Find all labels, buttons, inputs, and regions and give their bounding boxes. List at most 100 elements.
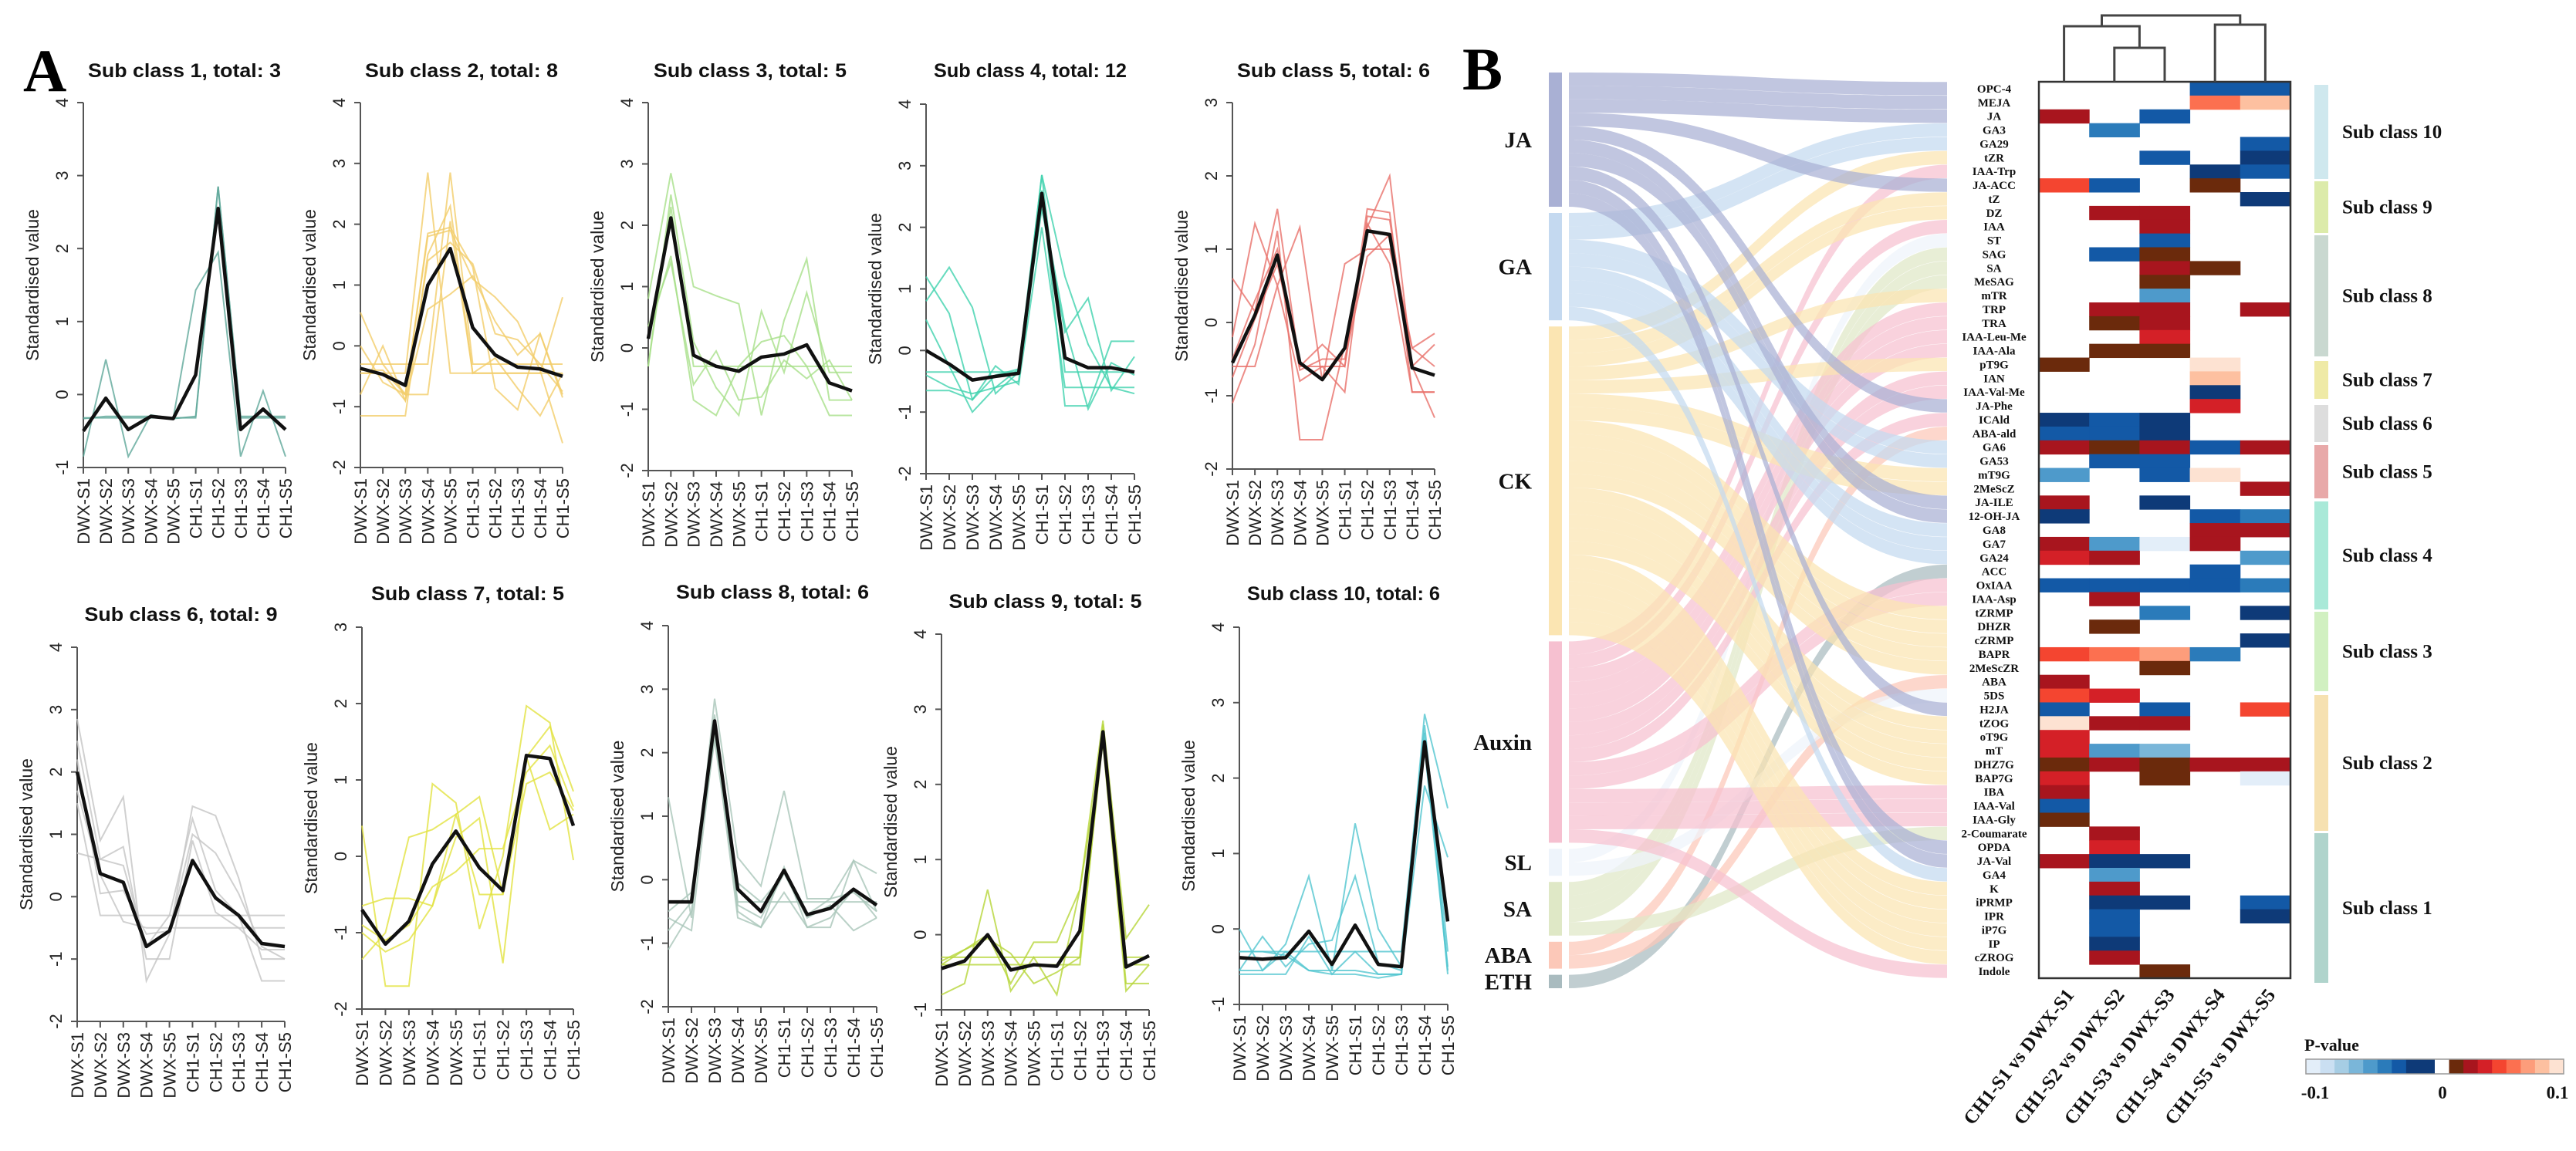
- metabolite-label: tZ: [1989, 194, 2000, 206]
- sankey-flow: [1569, 306, 1947, 882]
- y-tick-label: 0: [895, 346, 914, 355]
- y-tick-label: 4: [1209, 623, 1228, 632]
- sankey-node-label: Auxin: [1473, 731, 1532, 755]
- metabolite-label: iP7G: [1982, 924, 2007, 937]
- x-tick-label: DWX-S1: [639, 481, 658, 548]
- x-tick-label: CH1-S4: [252, 1032, 272, 1092]
- sankey-flow: [1569, 302, 1947, 682]
- y-tick-label: 0: [1209, 924, 1228, 933]
- sankey-flow: [1569, 73, 1947, 96]
- chart-title: Sub class 4, total: 12: [934, 60, 1127, 82]
- chart-title: Sub class 5, total: 6: [1237, 60, 1430, 82]
- heatmap-cell: [2240, 550, 2291, 565]
- sankey-flow: [1569, 99, 1947, 123]
- legend-swatch: [2392, 1059, 2407, 1074]
- y-tick-label: -2: [331, 1001, 350, 1017]
- metabolite-label: GA6: [1983, 442, 2006, 454]
- x-tick-label: DWX-S2: [1253, 1015, 1273, 1082]
- subclass-label: Sub class 10: [2342, 122, 2442, 143]
- x-tick-label: CH1-S2: [486, 478, 505, 538]
- legend-border: [2305, 1058, 2564, 1075]
- sankey-flow: [1569, 293, 1947, 565]
- heatmap-cell: [2039, 771, 2090, 786]
- sankey-node-bar: [1549, 849, 1562, 876]
- metabolite-label: cZRMP: [1975, 635, 2014, 647]
- heatmap-cell: [2240, 164, 2291, 179]
- heatmap-cell: [2139, 536, 2191, 552]
- member-line: [1239, 785, 1449, 972]
- x-tick-label: DWX-S4: [1290, 480, 1310, 546]
- x-tick-label: CH1-S1: [470, 1020, 489, 1080]
- y-tick-label: 2: [52, 244, 72, 253]
- x-tick-label: DWX-S2: [661, 481, 681, 548]
- x-tick-label: CH1-S1: [183, 1032, 202, 1092]
- x-tick-label: CH1-S5: [564, 1020, 583, 1080]
- x-tick-label: DWX-S4: [707, 481, 726, 548]
- y-tick-label: -1: [617, 402, 637, 417]
- heatmap-cell: [2240, 757, 2291, 772]
- metabolite-label: BAPR: [1979, 649, 2010, 661]
- metabolite-label: OxIAA: [1976, 580, 2013, 592]
- metabolite-label: DHZ7G: [1974, 759, 2014, 771]
- metabolite-label: OPC-4: [1977, 83, 2012, 96]
- x-tick-label: DWX-S2: [96, 478, 116, 545]
- heatmap-cell: [2189, 164, 2241, 179]
- chart-title: Sub class 10, total: 6: [1247, 583, 1440, 605]
- heatmap-cell: [2139, 302, 2191, 317]
- y-tick-label: 1: [331, 775, 350, 785]
- x-tick-label: CH1-S1: [1336, 480, 1355, 540]
- sankey-flow: [1569, 578, 1947, 776]
- x-tick-label: DWX-S5: [1025, 1021, 1044, 1087]
- x-tick-label: CH1-S4: [844, 1018, 864, 1078]
- x-tick-label: DWX-S5: [161, 1032, 180, 1099]
- heatmap-cell: [2240, 606, 2291, 620]
- metabolite-label: JA-ACC: [1973, 180, 2016, 192]
- x-tick-label: CH1-S4: [1117, 1021, 1136, 1081]
- y-tick-label: -1: [330, 399, 349, 414]
- member-line: [83, 249, 286, 459]
- heatmap-cell: [2039, 109, 2090, 124]
- sankey-node-label: GA: [1499, 255, 1533, 280]
- p-value-legend: P-value -0.1 0 0.1: [2301, 1035, 2569, 1102]
- heatmap-cell: [2189, 371, 2241, 386]
- y-tick-label: 2: [46, 768, 66, 777]
- y-tick-label: 2: [1209, 773, 1228, 782]
- panel-a-label: A: [23, 37, 66, 104]
- line-chart-subclass-6: Sub class 6, total: 9 -2 -1 0 1 2 3 4 Standardis…: [16, 604, 295, 1099]
- y-tick-label: 1: [895, 284, 914, 293]
- heatmap-cell: [2189, 95, 2241, 110]
- x-tick-label: CH1-S3: [517, 1020, 536, 1080]
- heatmap-cell: [2189, 757, 2241, 772]
- x-tick-label: DWX-S3: [1268, 480, 1287, 546]
- subclass-bar: [2314, 85, 2328, 179]
- sankey-heatmap: JAGACKAuxinSLSAABAETHOPC-4MEJAJAGA3GA29t…: [1473, 14, 2569, 1129]
- heatmap-cell: [2139, 150, 2191, 165]
- y-tick-label: 3: [52, 170, 72, 180]
- legend-swatch: [2377, 1059, 2392, 1074]
- heatmap-cell: [2039, 702, 2090, 717]
- sankey-flow: [1569, 826, 1947, 936]
- member-line: [647, 173, 852, 416]
- legend-swatch: [2334, 1059, 2350, 1074]
- y-tick-label: 3: [46, 705, 66, 714]
- legend-swatch: [2363, 1059, 2378, 1074]
- heatmap-cell: [2039, 550, 2090, 565]
- y-tick-label: 0: [1202, 318, 1221, 327]
- legend-swatch: [2320, 1059, 2335, 1074]
- subclass-label: Sub class 8: [2342, 286, 2432, 307]
- chart-title: Sub class 8, total: 6: [676, 582, 869, 603]
- metabolite-label: IAA-Gly: [1973, 814, 2016, 826]
- heatmap-cell: [2189, 564, 2241, 579]
- heatmap-cell: [2089, 950, 2140, 965]
- metabolite-label: mTR: [1981, 290, 2007, 302]
- sankey-flow: [1569, 150, 1947, 340]
- x-tick-label: DWX-S2: [940, 484, 959, 551]
- x-tick-label: DWX-S1: [1230, 1015, 1249, 1082]
- sankey-flow: [1569, 541, 1947, 785]
- y-axis-label: Standardised value: [587, 211, 607, 363]
- x-tick-label: DWX-S3: [705, 1018, 725, 1084]
- heatmap-cell: [2139, 744, 2191, 758]
- heatmap-cell: [2189, 523, 2241, 538]
- x-tick-label: CH1-S5: [1140, 1021, 1159, 1081]
- mean-line: [75, 771, 286, 949]
